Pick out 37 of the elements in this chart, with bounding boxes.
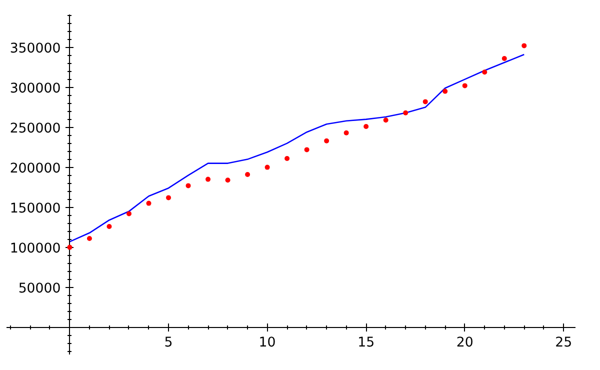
point xyxy=(422,99,428,104)
point xyxy=(166,195,172,200)
x-tick-label: 25 xyxy=(555,335,572,350)
point xyxy=(403,110,408,116)
x-tick-label: 20 xyxy=(456,335,474,350)
point xyxy=(146,200,152,206)
y-tick-label: 250000 xyxy=(10,121,61,136)
point xyxy=(67,244,72,250)
point xyxy=(442,88,448,94)
point xyxy=(324,138,330,144)
x-tick-label: 10 xyxy=(258,335,276,350)
y-tick-label: 300000 xyxy=(10,81,61,96)
point xyxy=(86,236,92,241)
y-tick-label: 100000 xyxy=(10,241,61,256)
y-tick-label: 150000 xyxy=(10,201,61,216)
y-tick-label: 200000 xyxy=(10,161,61,176)
line-series xyxy=(69,54,525,242)
point xyxy=(462,83,468,88)
point xyxy=(206,176,211,182)
point xyxy=(284,156,290,161)
y-tick-label: 50000 xyxy=(18,281,61,296)
point xyxy=(126,211,132,216)
point xyxy=(502,56,507,61)
point xyxy=(522,43,527,48)
point xyxy=(106,224,112,229)
point xyxy=(304,147,310,152)
point xyxy=(186,183,191,188)
point xyxy=(364,124,369,129)
y-tick-label: 350000 xyxy=(10,41,61,56)
point xyxy=(264,164,270,170)
x-tick-label: 15 xyxy=(358,335,375,350)
x-tick-label: 5 xyxy=(164,335,173,350)
point xyxy=(344,130,349,136)
point xyxy=(245,172,250,177)
point xyxy=(482,70,488,75)
point xyxy=(225,178,230,183)
point xyxy=(383,118,388,123)
